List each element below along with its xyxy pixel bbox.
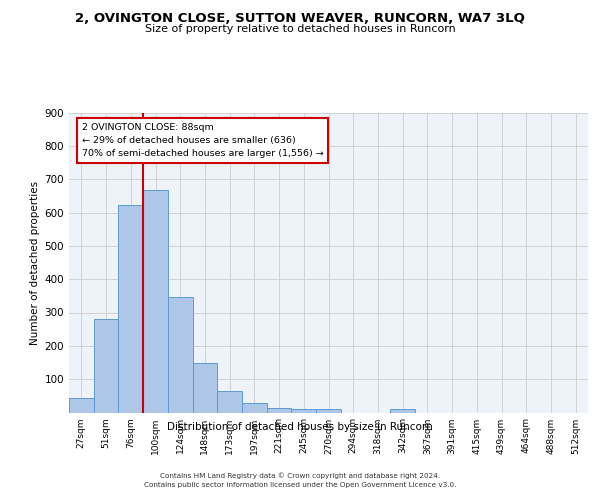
Bar xyxy=(292,408,316,412)
Bar xyxy=(217,390,242,412)
Bar xyxy=(94,319,118,412)
Text: Size of property relative to detached houses in Runcorn: Size of property relative to detached ho… xyxy=(145,24,455,34)
Bar xyxy=(316,408,341,412)
Text: 2, OVINGTON CLOSE, SUTTON WEAVER, RUNCORN, WA7 3LQ: 2, OVINGTON CLOSE, SUTTON WEAVER, RUNCOR… xyxy=(75,12,525,26)
Bar xyxy=(69,398,94,412)
Text: Contains HM Land Registry data © Crown copyright and database right 2024.
Contai: Contains HM Land Registry data © Crown c… xyxy=(144,472,456,488)
Bar xyxy=(193,363,217,412)
Bar xyxy=(143,190,168,412)
Bar xyxy=(267,408,292,412)
Bar xyxy=(118,205,143,412)
Text: Distribution of detached houses by size in Runcorn: Distribution of detached houses by size … xyxy=(167,422,433,432)
Y-axis label: Number of detached properties: Number of detached properties xyxy=(31,180,40,344)
Bar xyxy=(242,402,267,412)
Bar xyxy=(168,296,193,412)
Bar xyxy=(390,409,415,412)
Text: 2 OVINGTON CLOSE: 88sqm
← 29% of detached houses are smaller (636)
70% of semi-d: 2 OVINGTON CLOSE: 88sqm ← 29% of detache… xyxy=(82,122,323,158)
